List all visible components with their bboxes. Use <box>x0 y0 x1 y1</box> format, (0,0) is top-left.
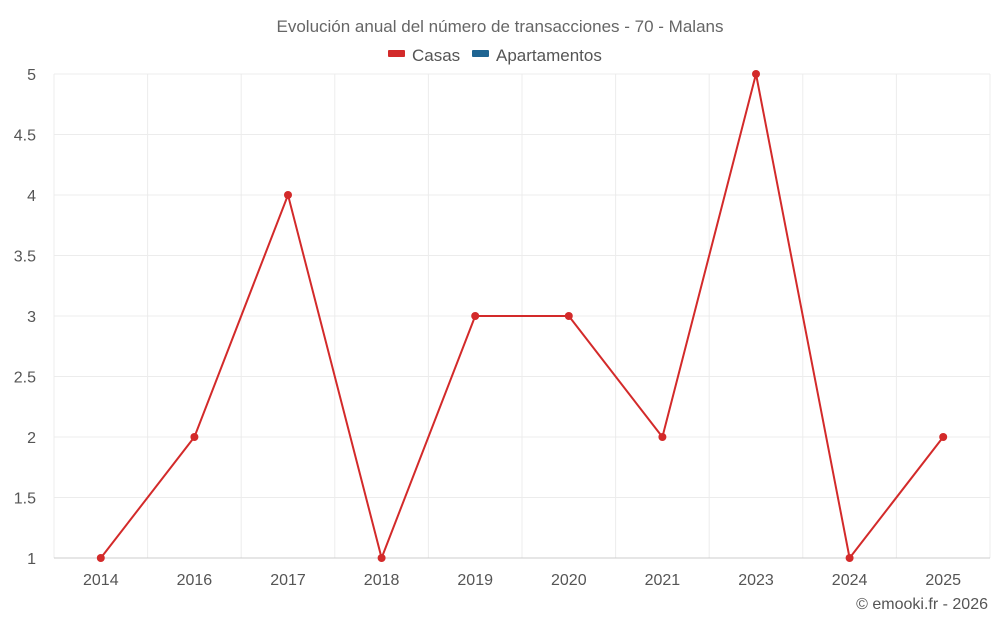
legend-swatch-casas <box>388 50 405 57</box>
y-tick-label: 1 <box>27 551 36 568</box>
x-axis-ticks: 2014 2016 2017 2018 2019 2020 2021 2023 2024 2025 <box>83 572 961 589</box>
x-tick-label: 2018 <box>364 572 400 589</box>
x-tick-label: 2025 <box>925 572 961 589</box>
chart-title: Evolución anual del número de transaccio… <box>277 17 724 36</box>
x-tick-label: 2017 <box>270 572 306 589</box>
y-axis-ticks: 1 1.5 2 2.5 3 3.5 4 4.5 5 <box>14 67 36 568</box>
y-tick-label: 1.5 <box>14 491 36 508</box>
legend-label-casas: Casas <box>412 46 460 65</box>
data-point-casas-2020[interactable] <box>564 312 573 320</box>
y-tick-label: 5 <box>27 67 36 84</box>
series-line-casas <box>100 73 944 559</box>
series-lines <box>100 73 944 559</box>
x-tick-label: 2020 <box>551 572 587 589</box>
data-point-casas-2021[interactable] <box>658 433 667 441</box>
legend-label-apartamentos: Apartamentos <box>496 46 602 65</box>
x-tick-label: 2024 <box>832 572 868 589</box>
credit-text: © emooki.fr - 2026 <box>856 596 988 613</box>
data-point-casas-2018[interactable] <box>377 554 386 562</box>
x-tick-label: 2014 <box>83 572 119 589</box>
x-tick-label: 2023 <box>738 572 774 589</box>
y-tick-label: 3 <box>27 309 36 326</box>
data-point-casas-2014[interactable] <box>96 554 105 562</box>
series-points <box>96 70 948 562</box>
y-tick-label: 3.5 <box>14 249 36 266</box>
x-tick-label: 2019 <box>457 572 493 589</box>
data-point-casas-2023[interactable] <box>752 70 760 78</box>
y-tick-label: 4.5 <box>14 128 36 145</box>
y-tick-label: 2.5 <box>14 370 36 387</box>
legend: Casas Apartamentos <box>388 46 602 65</box>
data-point-casas-2017[interactable] <box>284 191 292 199</box>
legend-swatch-apartamentos <box>472 50 489 57</box>
data-point-casas-2025[interactable] <box>939 433 948 441</box>
y-tick-label: 2 <box>27 430 36 447</box>
x-tick-label: 2016 <box>177 572 213 589</box>
y-tick-label: 4 <box>27 188 36 205</box>
x-tick-label: 2021 <box>645 572 681 589</box>
legend-item-casas[interactable]: Casas <box>388 46 460 65</box>
data-point-casas-2024[interactable] <box>845 554 854 562</box>
legend-item-apartamentos[interactable]: Apartamentos <box>472 46 602 65</box>
data-point-casas-2019[interactable] <box>471 312 480 320</box>
data-point-casas-2016[interactable] <box>190 433 199 441</box>
